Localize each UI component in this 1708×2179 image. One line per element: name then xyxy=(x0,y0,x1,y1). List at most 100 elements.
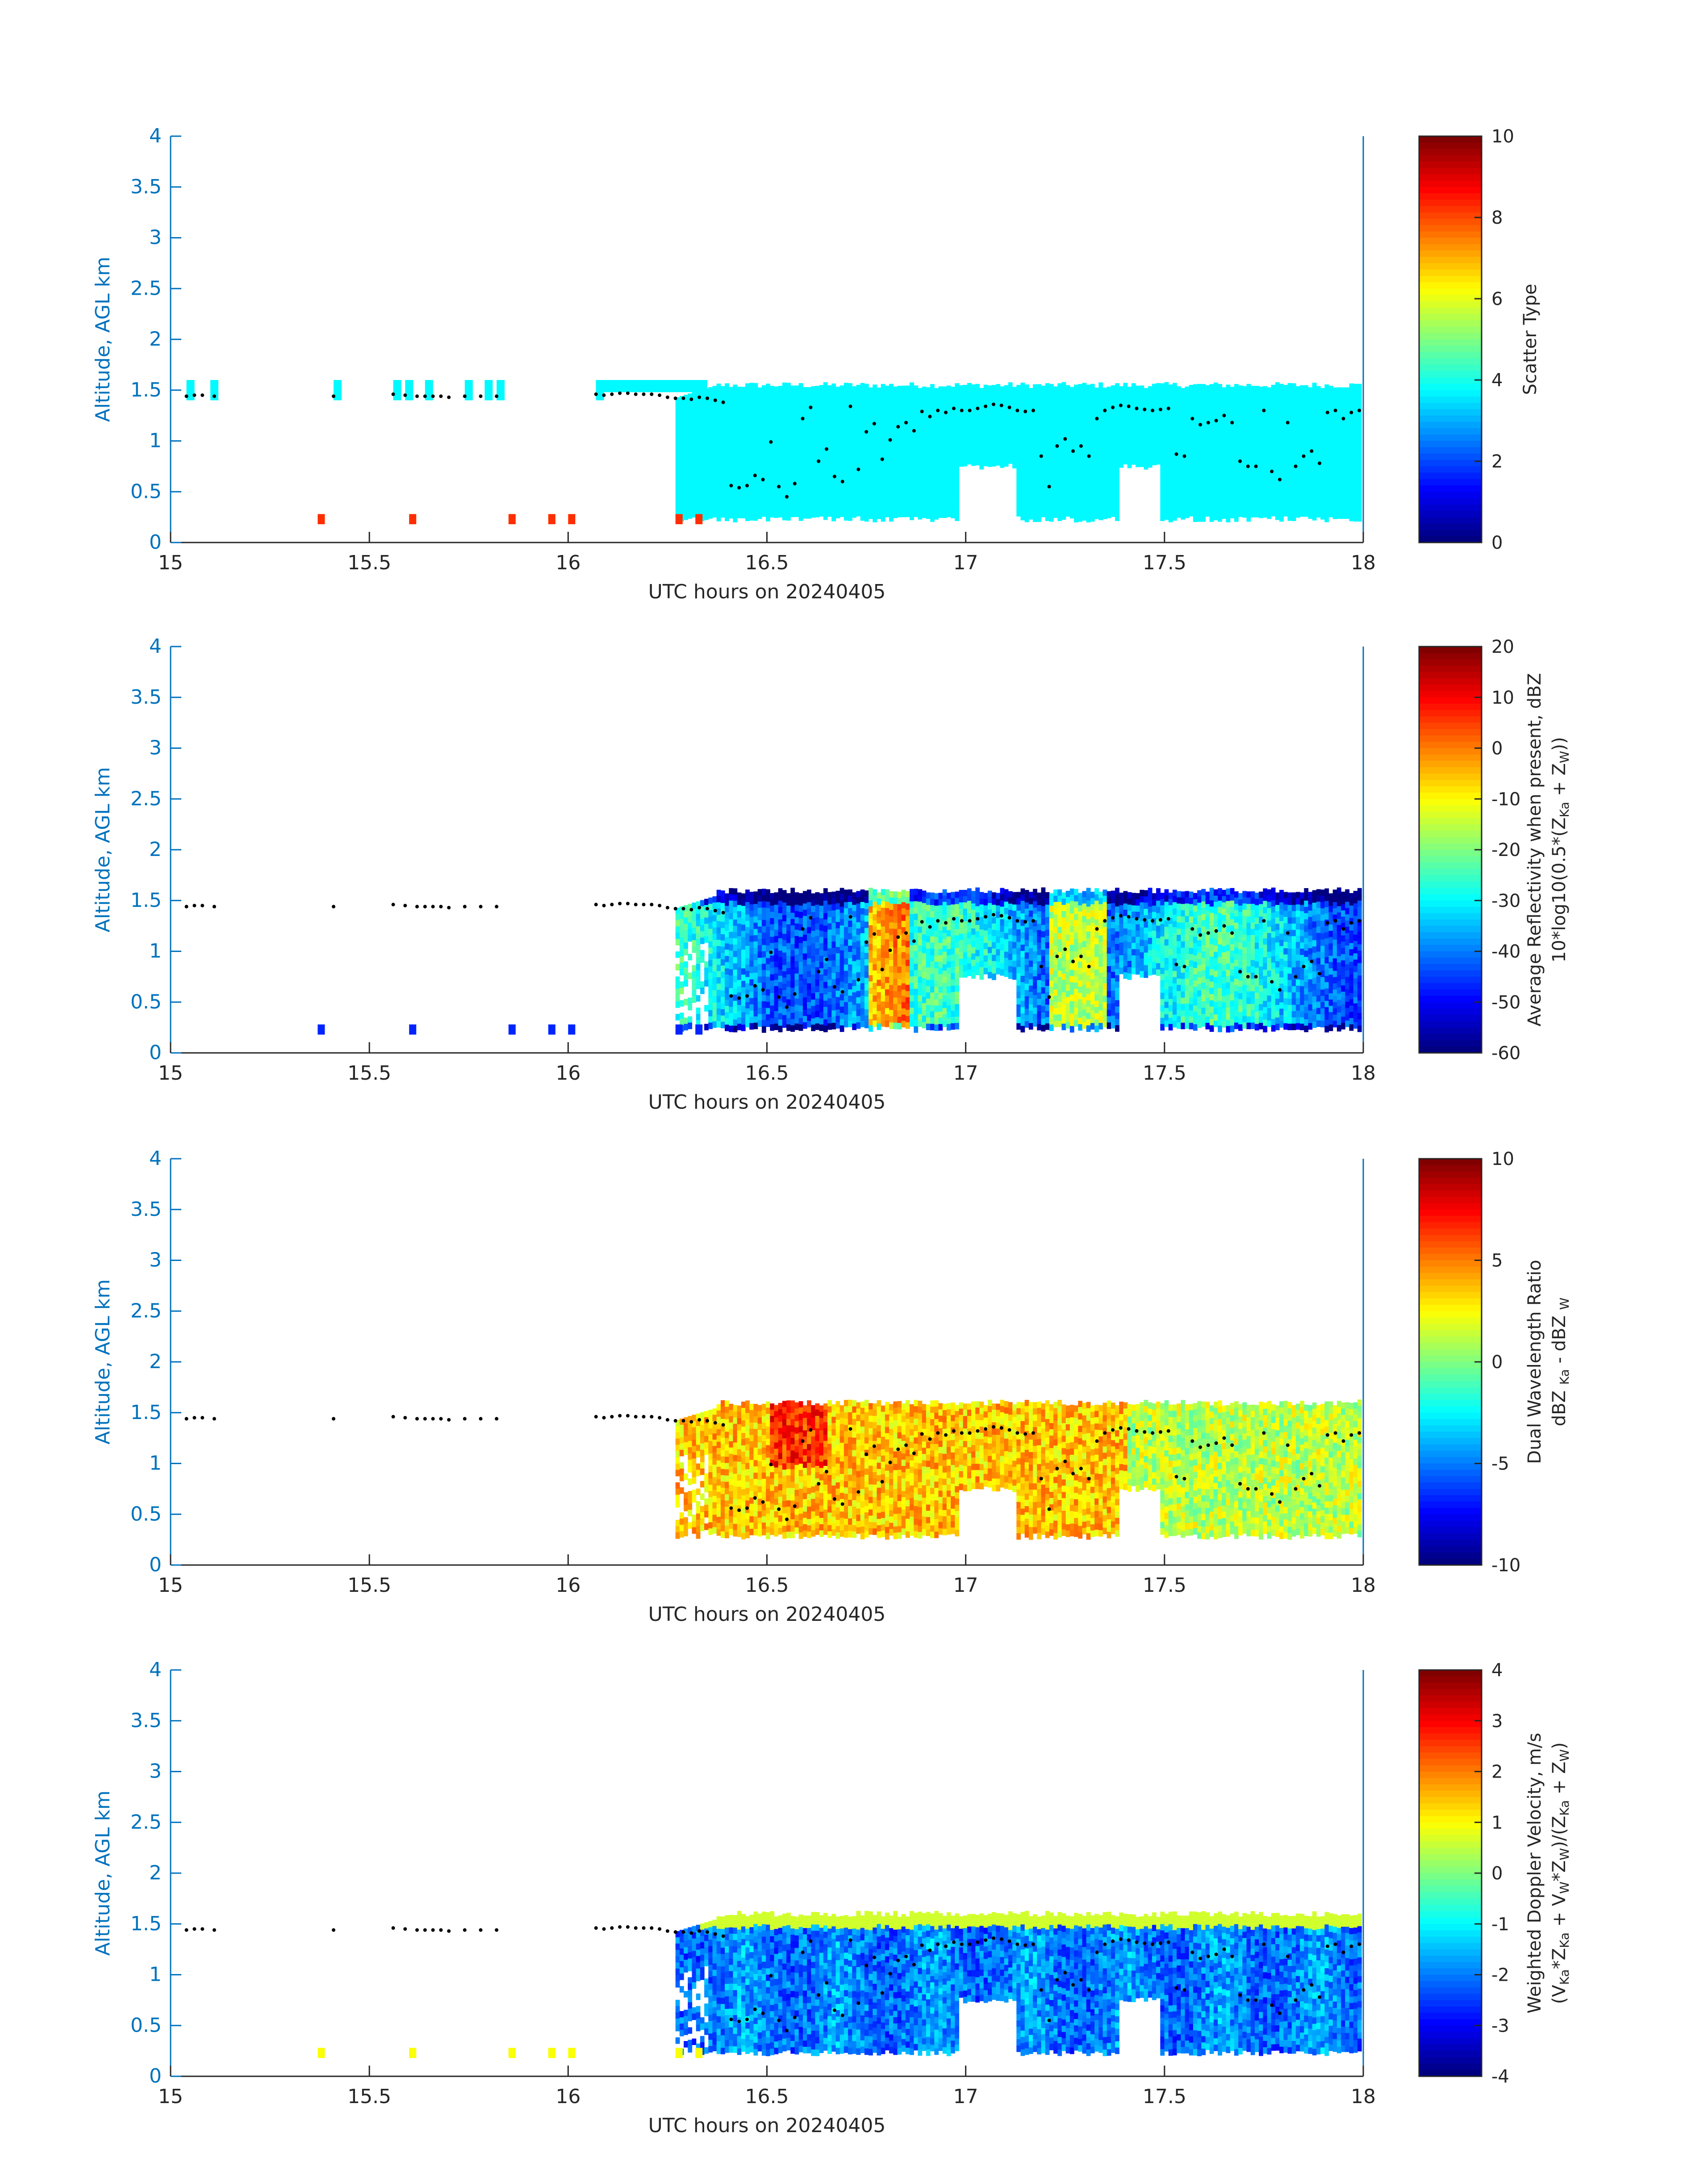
heatmap-cell xyxy=(1329,392,1333,399)
heatmap-cell xyxy=(902,405,906,411)
heatmap-cell xyxy=(1316,424,1321,430)
heatmap-cell xyxy=(1173,496,1177,502)
heatmap-cell xyxy=(811,968,815,975)
heatmap-cell xyxy=(815,998,820,1005)
heatmap-cell xyxy=(676,514,683,524)
colorbar-swatch xyxy=(1419,193,1482,200)
heatmap-cell xyxy=(918,426,923,432)
heatmap-cell xyxy=(782,401,787,408)
heatmap-cell xyxy=(1086,409,1091,416)
heatmap-cell xyxy=(1033,403,1037,410)
heatmap-cell xyxy=(1165,457,1169,464)
heatmap-cell xyxy=(827,467,832,473)
heatmap-cell xyxy=(910,438,914,445)
heatmap-cell xyxy=(902,896,906,902)
heatmap-cell xyxy=(1242,449,1247,455)
x-tick-label: 16 xyxy=(555,551,580,574)
heatmap-cell xyxy=(980,407,984,413)
heatmap-cell xyxy=(939,906,943,912)
heatmap-cell xyxy=(766,490,770,497)
heatmap-cell xyxy=(898,1004,902,1011)
heatmap-cell xyxy=(1193,384,1198,391)
heatmap-cell xyxy=(1312,414,1317,421)
heatmap-cell xyxy=(782,501,787,508)
heatmap-cell xyxy=(745,502,750,509)
heatmap-cell xyxy=(856,435,861,442)
heatmap-cell xyxy=(1292,471,1296,477)
heatmap-cell xyxy=(902,398,906,405)
heatmap-cell xyxy=(869,1006,873,1013)
heatmap-cell xyxy=(930,911,935,918)
heatmap-cell xyxy=(741,512,746,518)
heatmap-cell xyxy=(811,474,815,480)
heatmap-cell xyxy=(1242,480,1247,487)
heatmap-cell xyxy=(680,938,684,944)
heatmap-cell xyxy=(774,1023,779,1030)
heatmap-cell xyxy=(1189,410,1194,417)
heatmap-cell xyxy=(1111,442,1115,448)
heatmap-cell xyxy=(795,948,799,955)
heatmap-cell xyxy=(926,425,931,431)
colorbar-swatch xyxy=(1419,479,1482,486)
heatmap-cell xyxy=(1271,447,1276,454)
heatmap-cell xyxy=(774,468,779,474)
lidar-point xyxy=(928,415,932,418)
heatmap-cell xyxy=(799,427,803,434)
heatmap-cell xyxy=(741,943,746,950)
heatmap-cell xyxy=(1173,383,1177,390)
heatmap-cell xyxy=(733,1026,738,1032)
heatmap-cell xyxy=(1045,396,1050,402)
heatmap-cell xyxy=(1008,426,1013,433)
heatmap-cell xyxy=(819,429,824,435)
heatmap-cell xyxy=(902,983,906,990)
colorbar-tick-label: 4 xyxy=(1491,370,1503,391)
heatmap-cell xyxy=(700,913,705,919)
heatmap-cell xyxy=(713,952,717,959)
heatmap-cell xyxy=(881,1020,885,1027)
heatmap-cell xyxy=(770,968,774,975)
heatmap-cell xyxy=(898,1023,902,1030)
heatmap-cell xyxy=(684,495,688,501)
heatmap-cell xyxy=(1090,503,1095,509)
heatmap-cell xyxy=(811,993,815,1000)
heatmap-cell xyxy=(1037,422,1041,428)
heatmap-cell xyxy=(778,498,783,505)
heatmap-cell xyxy=(786,401,791,408)
heatmap-cell xyxy=(1292,514,1296,521)
heatmap-cell xyxy=(877,450,881,457)
heatmap-cell xyxy=(856,485,861,492)
heatmap-cell xyxy=(754,948,758,954)
heatmap-cell xyxy=(729,938,733,945)
heatmap-cell xyxy=(700,409,705,415)
heatmap-cell xyxy=(1074,434,1078,441)
heatmap-cell xyxy=(799,483,803,490)
heatmap-cell xyxy=(700,446,705,453)
heatmap-cell xyxy=(869,900,873,907)
colorbar-tick-label: 6 xyxy=(1491,289,1503,309)
heatmap-cell xyxy=(1156,439,1161,446)
heatmap-cell xyxy=(889,403,894,409)
heatmap-cell xyxy=(914,479,918,486)
heatmap-cell xyxy=(1308,481,1313,488)
heatmap-cell xyxy=(795,905,799,911)
heatmap-cell xyxy=(889,459,894,466)
heatmap-cell xyxy=(762,901,766,908)
heatmap-cell xyxy=(873,409,877,416)
heatmap-cell xyxy=(688,506,692,513)
heatmap-cell xyxy=(844,445,848,452)
heatmap-cell xyxy=(877,961,881,968)
heatmap-cell xyxy=(774,998,779,1005)
heatmap-cell xyxy=(934,968,939,975)
heatmap-cell xyxy=(1045,439,1050,446)
heatmap-cell xyxy=(766,921,770,927)
heatmap-cell xyxy=(782,902,787,909)
heatmap-cell xyxy=(1173,514,1177,521)
heatmap-cell xyxy=(676,964,680,971)
heatmap-cell xyxy=(869,1025,873,1032)
heatmap-cell xyxy=(1214,433,1218,439)
heatmap-cell xyxy=(1333,431,1337,438)
heatmap-cell xyxy=(733,919,738,926)
heatmap-cell xyxy=(758,939,762,946)
heatmap-cell xyxy=(926,993,931,999)
heatmap-cell xyxy=(934,893,939,900)
